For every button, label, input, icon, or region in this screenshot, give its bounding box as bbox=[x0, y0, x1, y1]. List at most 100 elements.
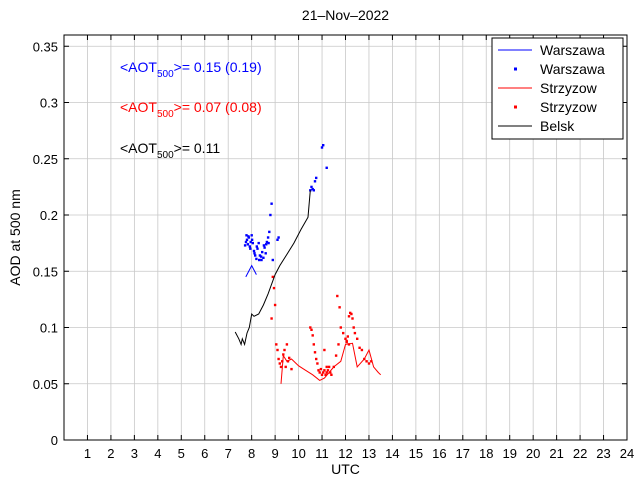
data-point bbox=[262, 256, 265, 259]
x-tick-label: 14 bbox=[385, 446, 399, 461]
data-point bbox=[347, 343, 351, 346]
data-point bbox=[281, 360, 284, 363]
data-point bbox=[356, 337, 359, 340]
data-point bbox=[255, 245, 258, 248]
y-tick-label: 0 bbox=[51, 433, 58, 448]
data-point bbox=[315, 176, 318, 180]
data-point bbox=[251, 241, 254, 245]
data-point bbox=[309, 326, 312, 329]
data-point bbox=[290, 367, 293, 371]
data-point bbox=[261, 250, 264, 254]
legend-label: Warszawa bbox=[540, 42, 605, 58]
x-tick-label: 22 bbox=[573, 446, 587, 461]
x-tick-label: 9 bbox=[272, 446, 279, 461]
data-point bbox=[312, 343, 315, 346]
x-tick-label: 24 bbox=[620, 446, 634, 461]
x-tick-label: 19 bbox=[502, 446, 516, 461]
data-point bbox=[247, 235, 250, 238]
y-tick-label: 0.2 bbox=[40, 208, 58, 223]
data-point bbox=[250, 238, 254, 241]
data-point bbox=[339, 326, 342, 329]
data-point bbox=[310, 328, 313, 331]
data-point bbox=[250, 234, 253, 237]
series-line bbox=[234, 190, 311, 347]
data-point bbox=[259, 255, 263, 258]
data-point bbox=[284, 365, 287, 369]
data-point bbox=[260, 258, 263, 262]
data-point bbox=[311, 334, 314, 337]
annotation-subscript: 500 bbox=[157, 69, 174, 80]
annotations: <AOT500>= 0.15 (0.19)<AOT500>= 0.07 (0.0… bbox=[120, 59, 262, 161]
data-point bbox=[255, 257, 258, 261]
data-point bbox=[320, 146, 324, 149]
data-point bbox=[325, 365, 328, 369]
data-point bbox=[334, 354, 338, 357]
y-tick-label: 0.25 bbox=[33, 152, 58, 167]
data-point bbox=[245, 238, 249, 241]
chart-title: 21–Nov–2022 bbox=[302, 7, 389, 23]
series-line bbox=[280, 342, 382, 384]
x-tick-label: 6 bbox=[201, 446, 208, 461]
annotation-prefix: <AOT bbox=[120, 140, 157, 156]
x-tick-label: 20 bbox=[526, 446, 540, 461]
data-point bbox=[324, 373, 327, 376]
x-tick-label: 13 bbox=[362, 446, 376, 461]
data-point bbox=[337, 343, 340, 346]
x-tick-label: 15 bbox=[409, 446, 423, 461]
data-point bbox=[243, 244, 247, 247]
x-axis-label: UTC bbox=[331, 461, 360, 477]
data-point bbox=[257, 241, 260, 245]
data-point bbox=[338, 306, 341, 309]
data-point bbox=[262, 244, 266, 247]
annotation-subscript: 500 bbox=[157, 109, 174, 120]
series-line bbox=[245, 264, 257, 278]
x-tick-label: 2 bbox=[107, 446, 114, 461]
data-point bbox=[249, 240, 252, 244]
x-tick-label: 1 bbox=[84, 446, 91, 461]
data-point bbox=[276, 238, 279, 241]
data-point bbox=[253, 252, 256, 255]
data-point bbox=[275, 343, 278, 346]
data-point bbox=[256, 247, 259, 250]
annotation-subscript: 500 bbox=[157, 150, 174, 161]
data-point bbox=[268, 230, 271, 234]
data-point bbox=[322, 371, 325, 374]
data-point bbox=[326, 369, 330, 372]
legend-label: Strzyzow bbox=[540, 80, 598, 96]
data-point bbox=[370, 360, 373, 363]
data-point bbox=[346, 335, 349, 338]
annotation-value: >= 0.15 (0.19) bbox=[174, 59, 262, 75]
legend-entry-3: Strzyzow bbox=[514, 99, 598, 115]
aot-annotation: <AOT500>= 0.07 (0.08) bbox=[120, 99, 262, 120]
data-point bbox=[288, 356, 291, 360]
legend-entry-4: Belsk bbox=[498, 118, 575, 134]
data-point bbox=[344, 337, 347, 340]
annotation-prefix: <AOT bbox=[120, 99, 157, 115]
series-0-warszawa-line bbox=[245, 264, 257, 278]
data-point bbox=[254, 254, 257, 257]
x-tick-label: 23 bbox=[596, 446, 610, 461]
series-1-warszawa-points bbox=[243, 144, 328, 262]
annotation-value: >= 0.07 (0.08) bbox=[174, 99, 262, 115]
annotation-prefix: <AOT bbox=[120, 59, 157, 75]
data-point bbox=[342, 331, 345, 335]
data-point bbox=[246, 243, 250, 246]
data-point bbox=[358, 346, 361, 349]
data-point bbox=[271, 275, 274, 279]
x-tick-label: 17 bbox=[456, 446, 470, 461]
x-tick-label: 16 bbox=[432, 446, 446, 461]
data-point bbox=[313, 180, 317, 183]
y-axis-label: AOD at 500 nm bbox=[7, 189, 23, 286]
y-tick-label: 0.15 bbox=[33, 264, 58, 279]
series-2-strzyzow-line bbox=[280, 342, 382, 384]
aot-annotation: <AOT500>= 0.11 bbox=[120, 140, 220, 161]
data-point bbox=[276, 348, 279, 352]
data-point bbox=[248, 245, 251, 248]
x-tick-label: 12 bbox=[338, 446, 352, 461]
data-point bbox=[323, 348, 326, 352]
data-point bbox=[270, 202, 273, 205]
x-tick-label: 18 bbox=[479, 446, 493, 461]
data-point bbox=[325, 371, 328, 374]
x-tick-label: 11 bbox=[315, 446, 329, 461]
data-point bbox=[350, 312, 353, 316]
